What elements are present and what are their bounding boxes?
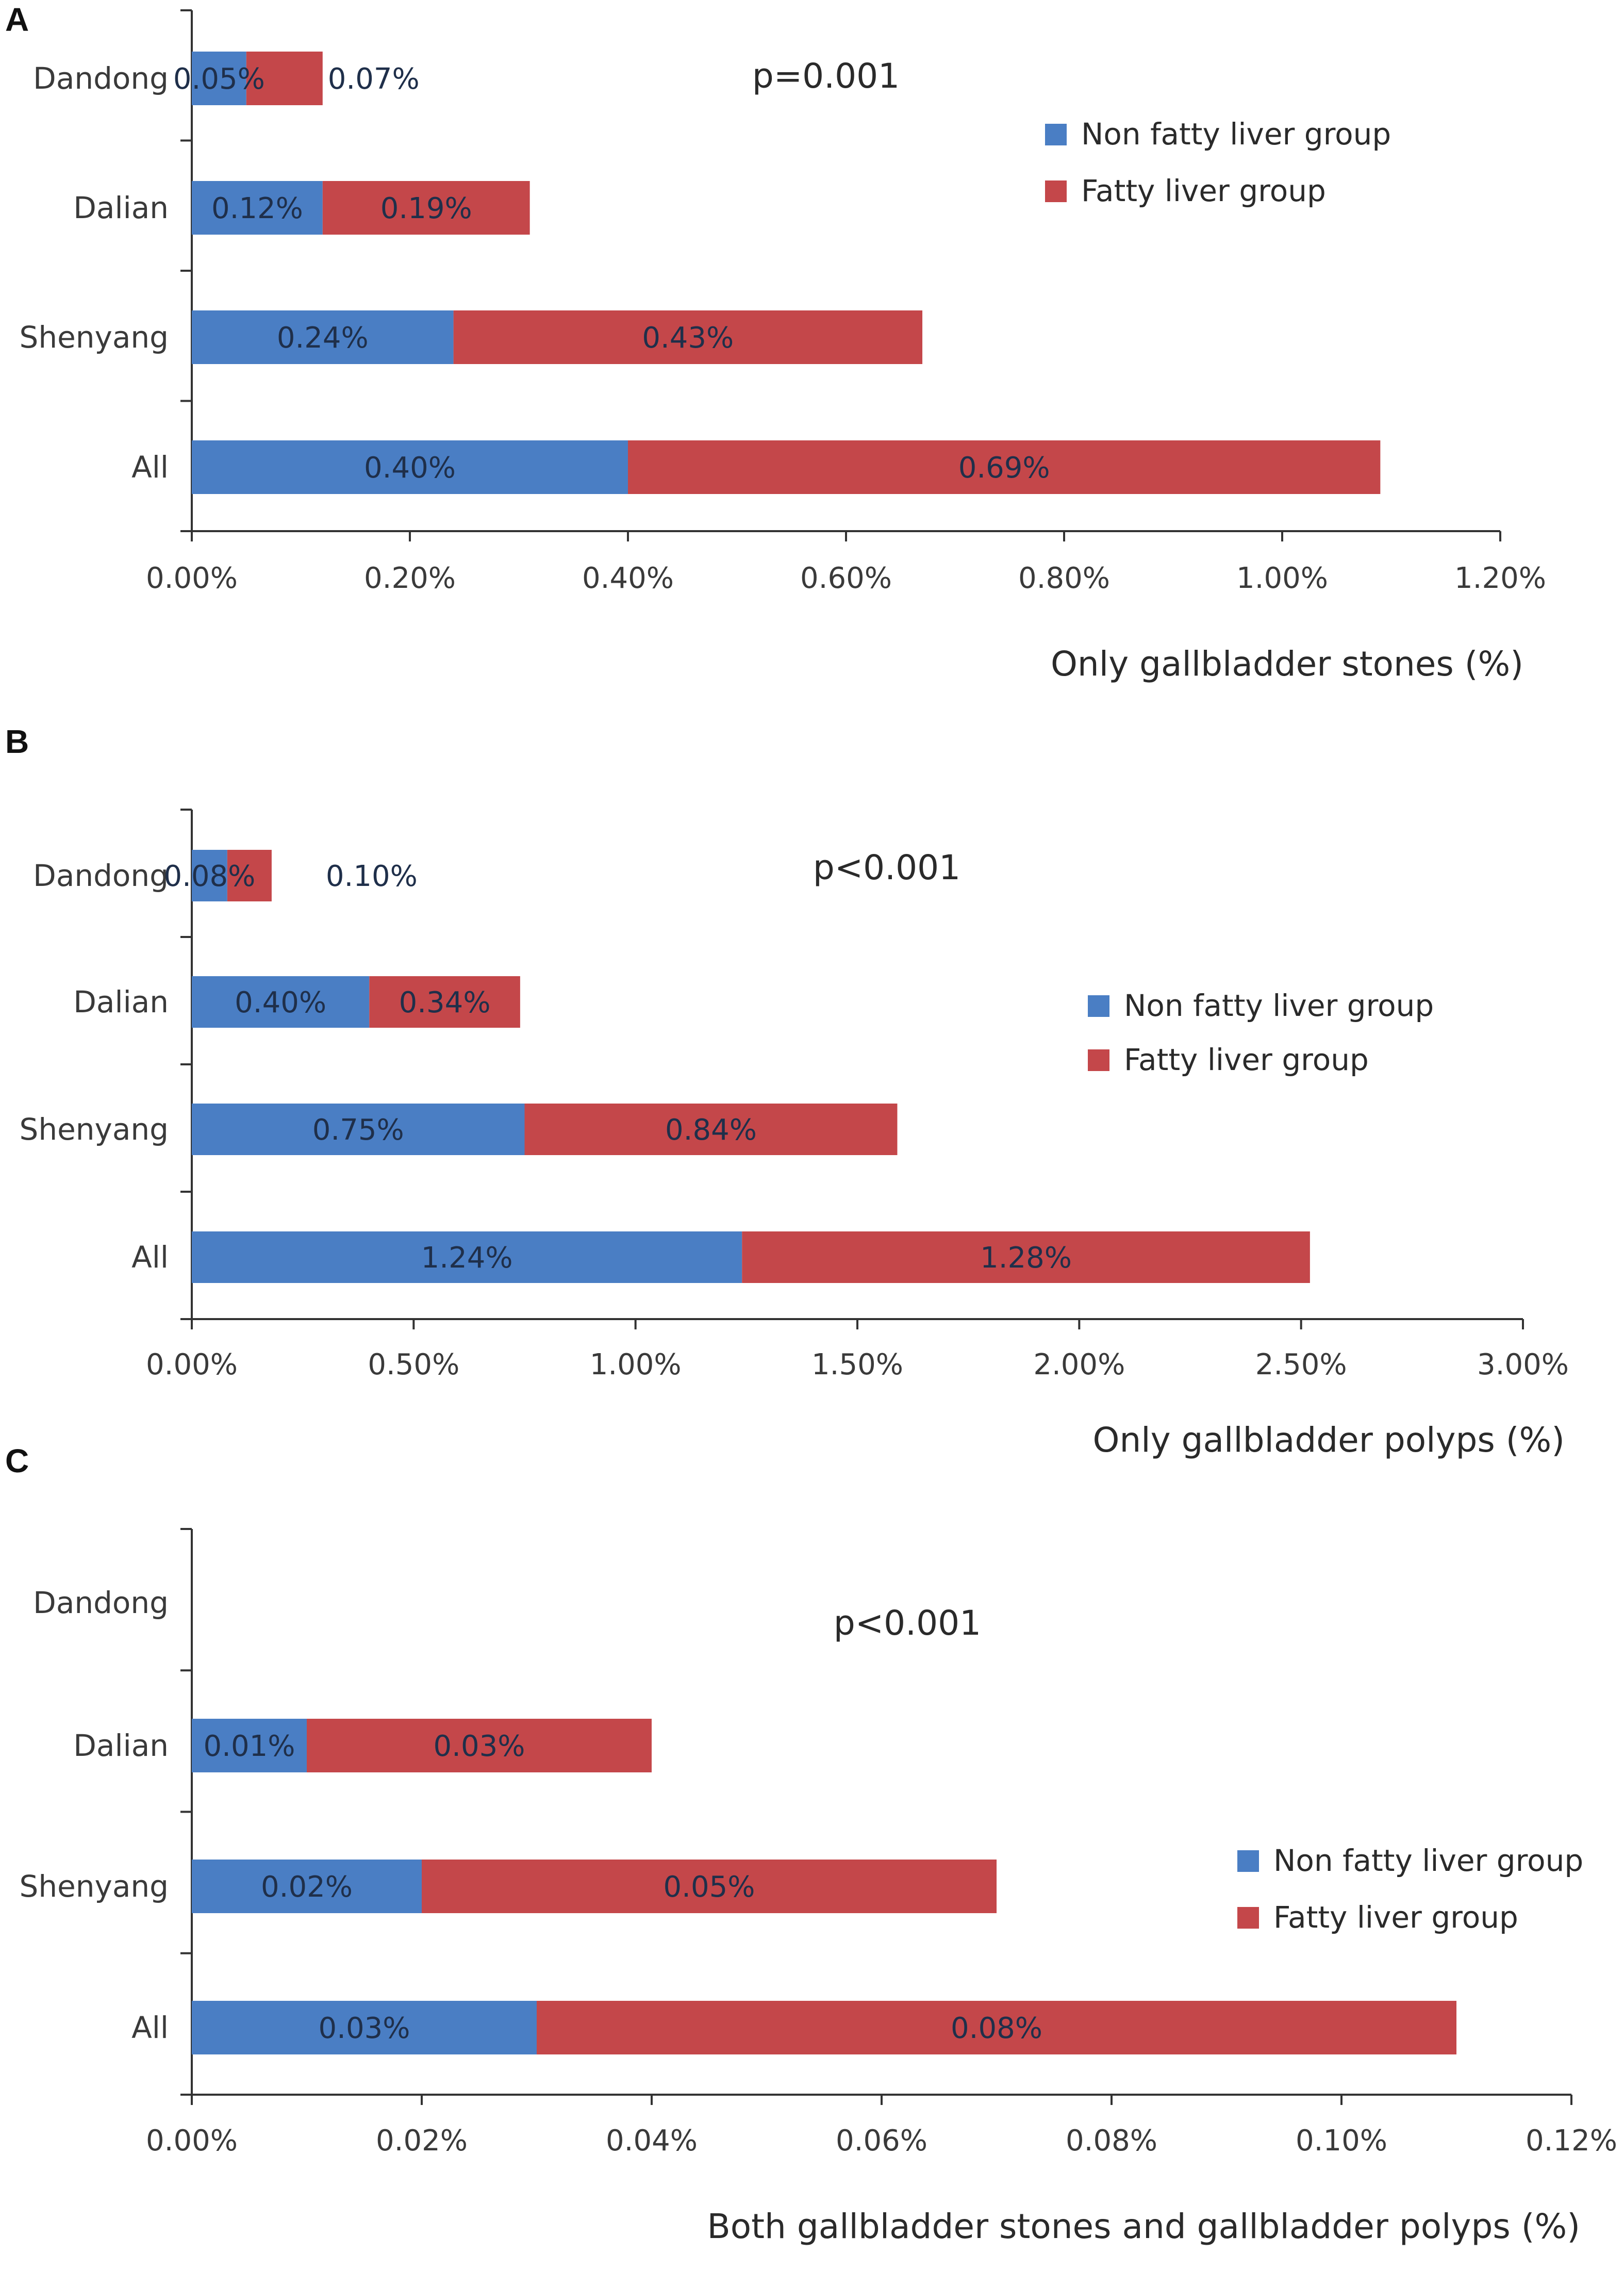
panel-c-x-tick-label: 0.04% xyxy=(606,2124,698,2158)
panel-b-data-label: 1.28% xyxy=(980,1241,1072,1275)
panel-c-legend-label: Fatty liver group xyxy=(1273,1900,1518,1935)
panel-b-x-tick-label: 1.00% xyxy=(590,1348,682,1381)
panel-a-category-label: Dalian xyxy=(73,190,169,225)
panel-b-bar-non-fatty xyxy=(192,1104,525,1155)
panel-b-x-tick-label: 1.50% xyxy=(811,1348,903,1381)
panel-a-bar-fatty xyxy=(246,52,323,105)
panel-b-data-label: 0.34% xyxy=(399,986,491,1019)
panel-a-bar-fatty xyxy=(628,440,1381,494)
panel-c-p-value: p<0.001 xyxy=(834,1603,981,1643)
panel-a-data-label: 0.24% xyxy=(277,321,369,355)
panel-b-legend-swatch-fatty xyxy=(1088,1049,1109,1071)
panel-a-legend-label: Fatty liver group xyxy=(1081,173,1326,208)
panel-a-bar-fatty xyxy=(322,181,530,235)
panel-a-data-label: 0.12% xyxy=(211,192,303,225)
panel-b-data-label: 1.24% xyxy=(421,1241,513,1275)
panel-a-data-label: 0.07% xyxy=(328,62,420,96)
panel-b-bar-non-fatty xyxy=(192,850,227,901)
panel-b-category-label: Dalian xyxy=(73,984,169,1019)
panel-a-x-tick-label: 0.00% xyxy=(146,562,238,595)
panel-c-data-label: 0.05% xyxy=(664,1870,755,1904)
panel-a-data-label: 0.43% xyxy=(642,321,734,355)
panel-c-x-tick-label: 0.12% xyxy=(1526,2124,1617,2158)
panel-c-bar-non-fatty xyxy=(192,1860,422,1913)
panel-c-bar-fatty xyxy=(307,1719,652,1772)
panel-b-bar-fatty xyxy=(524,1104,898,1155)
panel-b-legend-label: Non fatty liver group xyxy=(1124,988,1434,1023)
panel-a-data-label: 0.05% xyxy=(173,62,265,96)
panel-b-bar-non-fatty xyxy=(192,1231,742,1283)
panel-c-bar-non-fatty xyxy=(192,2001,537,2054)
panel-b-legend-label: Fatty liver group xyxy=(1124,1042,1369,1077)
panel-c-x-tick-label: 0.02% xyxy=(376,2124,468,2158)
panel-a-category-label: Shenyang xyxy=(20,320,169,355)
panel-c-letter: C xyxy=(5,1442,29,1479)
panel-b-category-label: Dandong xyxy=(33,858,169,893)
panel-b-p-value: p<0.001 xyxy=(813,848,960,887)
panel-a-x-axis-label: Only gallbladder stones (%) xyxy=(1051,644,1523,684)
panel-b-data-label: 0.84% xyxy=(665,1113,757,1147)
panel-a-p-value: p=0.001 xyxy=(752,56,900,96)
panel-a-x-tick-label: 1.00% xyxy=(1236,562,1328,595)
panel-b-x-axis-label: Only gallbladder polyps (%) xyxy=(1093,1420,1565,1460)
panel-a-x-tick-label: 0.80% xyxy=(1018,562,1110,595)
panel-a-bar-fatty xyxy=(453,310,923,364)
panel-c-legend-label: Non fatty liver group xyxy=(1273,1843,1583,1878)
panel-c-category-label: Dalian xyxy=(73,1728,169,1763)
panel-c-x-axis-label: Both gallbladder stones and gallbladder … xyxy=(707,2207,1580,2246)
panel-c-bar-non-fatty xyxy=(192,1719,307,1772)
panel-b-legend-swatch-non-fatty xyxy=(1088,995,1109,1017)
panel-b-data-label: 0.10% xyxy=(326,860,418,893)
panel-a-data-label: 0.69% xyxy=(958,451,1050,485)
panel-c-category-label: Dandong xyxy=(33,1585,169,1620)
panel-b-category-label: Shenyang xyxy=(20,1112,169,1147)
panel-c-data-label: 0.02% xyxy=(261,1870,353,1904)
panel-a-legend-swatch-fatty xyxy=(1045,180,1067,202)
panel-c-bar-fatty xyxy=(422,1860,997,1913)
panel-a-data-label: 0.40% xyxy=(364,451,456,485)
panel-a-legend-label: Non fatty liver group xyxy=(1081,117,1391,152)
panel-b-letter: B xyxy=(5,723,29,760)
panel-a-x-tick-label: 0.20% xyxy=(364,562,456,595)
panel-c-data-label: 0.03% xyxy=(319,2012,410,2045)
panel-b-category-label: All xyxy=(131,1240,169,1275)
panel-a-bar-non-fatty xyxy=(192,52,246,105)
panel-b-x-tick-label: 3.00% xyxy=(1477,1348,1569,1381)
panel-c-legend-swatch-fatty xyxy=(1237,1907,1259,1929)
panel-c-data-label: 0.08% xyxy=(951,2012,1042,2045)
panel-c-x-tick-label: 0.00% xyxy=(146,2124,238,2158)
panel-c-data-label: 0.03% xyxy=(434,1730,525,1763)
panel-a-x-tick-label: 1.20% xyxy=(1454,562,1546,595)
panel-c-legend-swatch-non-fatty xyxy=(1237,1850,1259,1872)
panel-b-data-label: 0.75% xyxy=(312,1113,404,1147)
panel-a-category-label: Dandong xyxy=(33,61,169,96)
panel-c-category-label: All xyxy=(131,2010,169,2045)
panel-c-x-tick-label: 0.06% xyxy=(836,2124,927,2158)
panel-a-bar-non-fatty xyxy=(192,310,454,364)
panel-a-legend-swatch-non-fatty xyxy=(1045,124,1067,145)
panel-b-x-tick-label: 2.00% xyxy=(1033,1348,1125,1381)
panel-b-bar-non-fatty xyxy=(192,976,370,1028)
panel-b-x-tick-label: 0.50% xyxy=(368,1348,459,1381)
panel-a-category-label: All xyxy=(131,450,169,485)
panel-b-bar-fatty xyxy=(742,1231,1310,1283)
panel-b-bar-fatty xyxy=(227,850,272,901)
panel-b-data-label: 0.08% xyxy=(163,860,255,893)
panel-c-x-tick-label: 0.08% xyxy=(1066,2124,1157,2158)
panel-c-category-label: Shenyang xyxy=(20,1869,169,1904)
panel-a-x-tick-label: 0.60% xyxy=(800,562,892,595)
panel-b-data-label: 0.40% xyxy=(235,986,326,1019)
panel-a-x-tick-label: 0.40% xyxy=(582,562,674,595)
panel-c-bar-fatty xyxy=(537,2001,1456,2054)
panel-a-bar-non-fatty xyxy=(192,181,323,235)
panel-b-bar-fatty xyxy=(369,976,520,1028)
panel-b-x-tick-label: 0.00% xyxy=(146,1348,238,1381)
panel-c-data-label: 0.01% xyxy=(204,1730,295,1763)
panel-c-x-tick-label: 0.10% xyxy=(1296,2124,1387,2158)
panel-a-bar-non-fatty xyxy=(192,440,628,494)
panel-a-data-label: 0.19% xyxy=(380,192,472,225)
panel-a-letter: A xyxy=(5,1,29,38)
panel-b-x-tick-label: 2.50% xyxy=(1255,1348,1347,1381)
